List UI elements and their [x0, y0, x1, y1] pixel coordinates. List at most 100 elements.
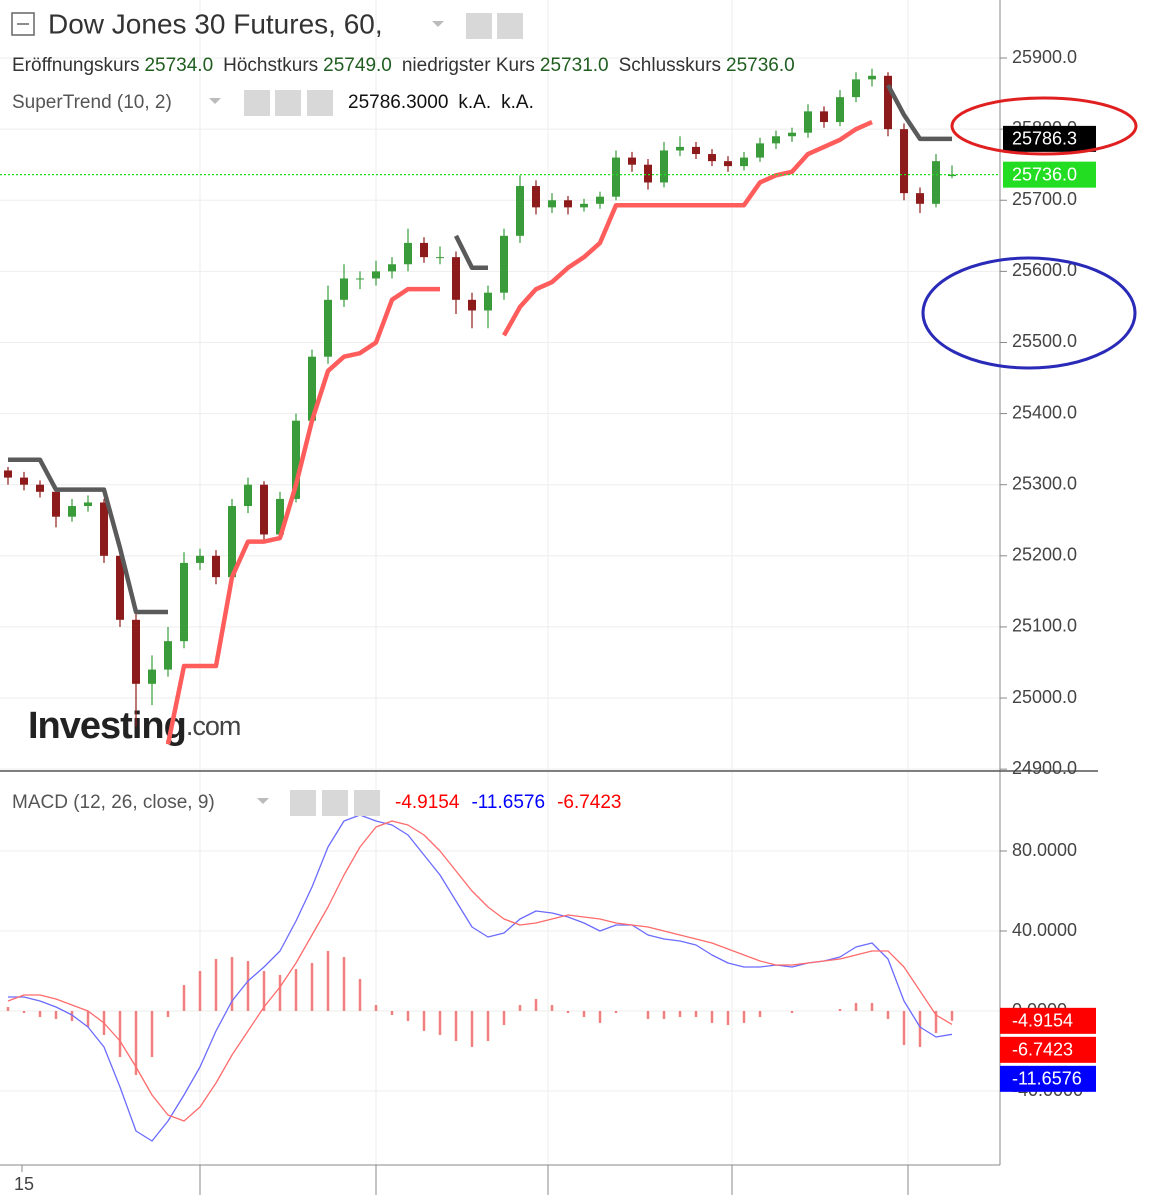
- legend-value: -11.6576: [471, 792, 545, 813]
- candle-body: [724, 161, 732, 167]
- watermark-text: Investing: [28, 705, 186, 747]
- price-badge-label: 25736.0: [1012, 164, 1077, 184]
- candle-body: [948, 174, 956, 177]
- legend-value: -6.7423: [557, 792, 621, 813]
- value-badge: [1000, 1065, 1096, 1092]
- macd-line: [8, 814, 953, 1142]
- candle-body: [868, 75, 876, 80]
- y-tick-label: 40.0000: [1012, 920, 1077, 940]
- y-tick-label: 80.0000: [1012, 840, 1077, 860]
- badges: 25786.3 25736.0 -4.9154 -6.7423 -11.6576: [1000, 125, 1096, 1092]
- candle-body: [900, 129, 908, 194]
- legend-value: 25734.0: [144, 55, 213, 76]
- value-badge-label: -6.7423: [1012, 1040, 1073, 1060]
- y-tick-label: 25200.0: [1012, 545, 1077, 565]
- candle-body: [484, 292, 492, 311]
- candle-body: [452, 257, 460, 300]
- macd-title: MACD (12, 26, close, 9): [12, 792, 215, 813]
- main-grid: [0, 57, 1000, 770]
- legend-label: niedrigster Kurs: [402, 55, 535, 76]
- time-ticks: [21, 1165, 909, 1195]
- legend-label: Eröffnungskurs: [12, 55, 139, 76]
- candle-body: [84, 502, 92, 507]
- price-badge: [1003, 161, 1096, 188]
- candle-body: [932, 161, 940, 204]
- candle-body: [356, 278, 364, 280]
- legend-value: 25736.0: [726, 55, 795, 76]
- dropdown-caret[interactable]: [209, 98, 221, 104]
- title-icons[interactable]: [466, 13, 523, 39]
- indicator-name: SuperTrend (10, 2): [12, 92, 172, 113]
- candle-body: [740, 157, 748, 167]
- macd-legend: -4.9154 -11.6576 -6.7423: [395, 792, 622, 813]
- legend-label: Höchstkurs: [223, 55, 318, 76]
- price-badge-label: 25786.3: [1012, 129, 1077, 149]
- candle-body: [4, 470, 12, 478]
- annotation-ellipse: [950, 96, 1138, 156]
- candle-body: [180, 562, 188, 642]
- legend-value: 25749.0: [323, 55, 392, 76]
- candle-body: [20, 477, 28, 485]
- time-grid: [199, 0, 909, 1165]
- y-tick-label: 25100.0: [1012, 616, 1077, 636]
- candle-body: [420, 242, 428, 258]
- price-pane: [0, 68, 1000, 745]
- candle-body: [852, 79, 860, 98]
- legend-label: Schlusskurs: [619, 55, 721, 76]
- candle-body: [436, 257, 444, 259]
- watermark-suffix: .com: [186, 711, 241, 741]
- macd-pane: [6, 814, 954, 1142]
- supertrend-line: [8, 83, 952, 615]
- candle-body: [148, 669, 156, 684]
- candle-body: [52, 491, 60, 517]
- candle-body: [836, 97, 844, 123]
- collapse-button[interactable]: [11, 12, 35, 36]
- candle-body: [324, 299, 332, 357]
- candle-body: [756, 143, 764, 158]
- candle-body: [196, 555, 204, 563]
- macd-line: [7, 820, 953, 1122]
- candle-body: [244, 484, 252, 507]
- indicator-values: 25786.3000 k.A. k.A.: [348, 92, 534, 113]
- candle-body: [708, 154, 716, 162]
- candle-body: [676, 146, 684, 151]
- candle-body: [820, 111, 828, 123]
- candle-body: [132, 619, 140, 684]
- candle-body: [564, 200, 572, 208]
- y-tick-label: 25900.0: [1012, 47, 1077, 67]
- candle-body: [916, 193, 924, 204]
- dropdown-caret[interactable]: [432, 21, 444, 27]
- y-tick-label: 25600.0: [1012, 260, 1077, 280]
- candle-body: [548, 200, 556, 208]
- candle-body: [212, 555, 220, 578]
- price-badge: [1003, 125, 1096, 152]
- candle-body: [276, 498, 284, 535]
- candle-body: [228, 506, 236, 578]
- candle-body: [260, 484, 268, 535]
- macd-icons[interactable]: [290, 790, 380, 816]
- candle-body: [36, 484, 44, 492]
- ohlc-legend: Eröffnungskurs 25734.0 Höchstkurs 25749.0 ni…: [12, 55, 795, 76]
- candle-body: [884, 75, 892, 130]
- indicator-extra: k.A.: [501, 92, 534, 113]
- annotation-ellipse: [921, 256, 1137, 370]
- candle-body: [340, 278, 348, 300]
- candle-body: [532, 186, 540, 208]
- candle-body: [308, 356, 316, 421]
- dropdown-caret[interactable]: [257, 798, 269, 804]
- x-tick-label: 15: [14, 1174, 34, 1194]
- y-tick-label: 25400.0: [1012, 402, 1077, 422]
- candle-body: [660, 150, 668, 183]
- candle-body: [628, 157, 636, 165]
- legend-value: 25731.0: [540, 55, 609, 76]
- y-tick-label: 25500.0: [1012, 331, 1077, 351]
- y-tick-label: 25300.0: [1012, 473, 1077, 493]
- indicator-icons[interactable]: [244, 90, 333, 116]
- value-badge: [1000, 1007, 1096, 1034]
- y-tick-label: 25700.0: [1012, 189, 1077, 209]
- price-axis: 24900.0 25000.0 25100.0 25200.0 25300.0 25400…: [1000, 47, 1077, 778]
- indicator-extra: k.A.: [458, 92, 491, 113]
- candle-body: [804, 111, 812, 133]
- candle-body: [100, 502, 108, 556]
